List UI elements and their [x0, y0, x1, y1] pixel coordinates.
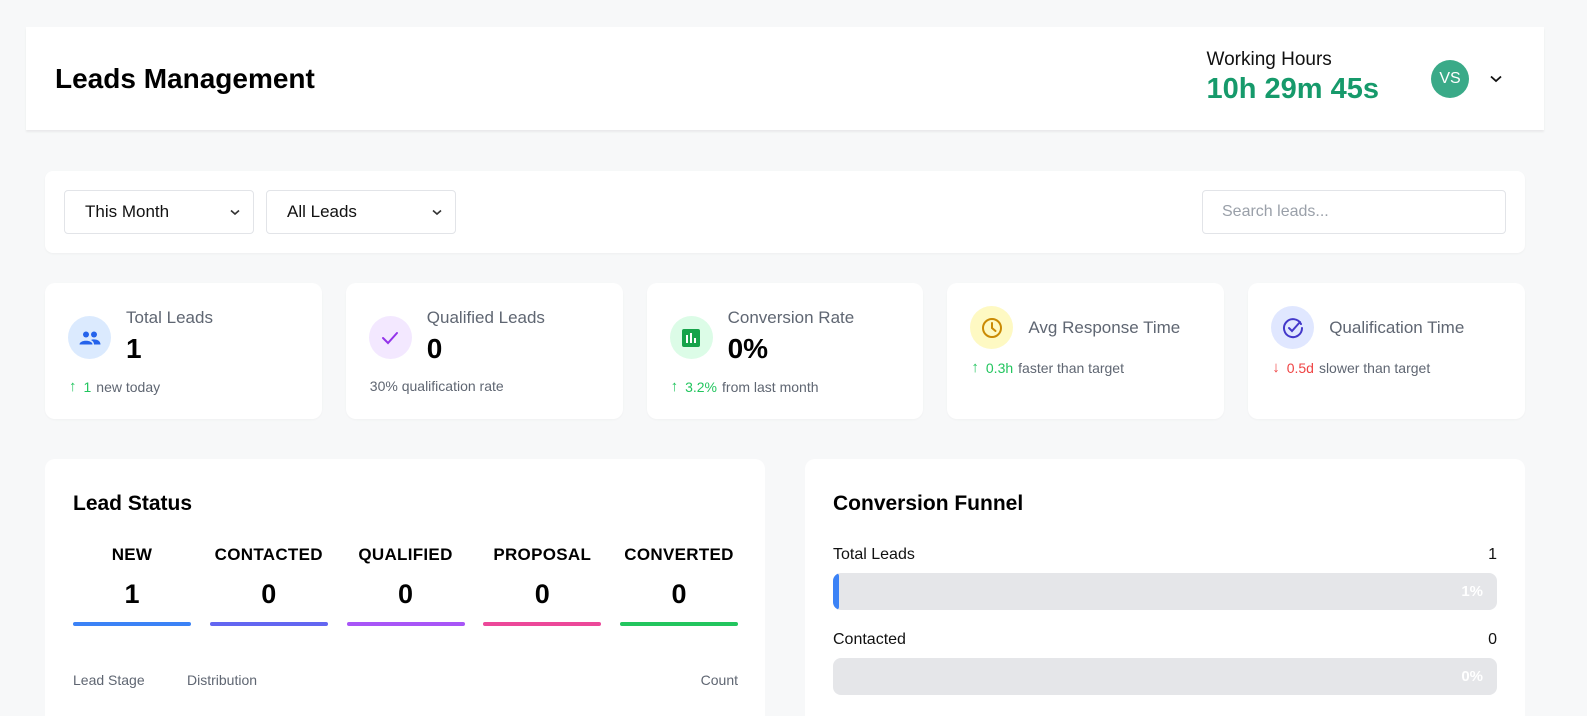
period-select-value: This Month [85, 202, 170, 221]
stat-foot-text: from last month [722, 378, 819, 395]
stat-card-qualified-leads: Qualified Leads 0 30% qualification rate [345, 283, 623, 419]
funnel-fill [833, 573, 839, 610]
period-select[interactable]: This Month [64, 190, 254, 234]
status-count: 0 [261, 579, 277, 609]
stat-card-total-leads: Total Leads 1 ↑ 1 new today [45, 283, 322, 419]
stat-foot-text: faster than target [1018, 359, 1124, 376]
stat-foot-text: 30% qualification rate [369, 378, 504, 394]
working-hours-label: Working Hours [1206, 49, 1332, 70]
status-bar [346, 622, 465, 626]
lead-filter-value: All Leads [287, 202, 357, 221]
stat-foot-text: new today [96, 378, 161, 395]
column-header-count[interactable]: Count [700, 672, 738, 688]
bar-chart-icon [669, 316, 713, 359]
status-count: 0 [671, 579, 687, 609]
chevron-down-icon [230, 209, 240, 215]
header-right: Working Hours 10h 29m 45s VS [1206, 49, 1515, 106]
chevron-down-icon [432, 209, 442, 215]
clock-icon [970, 306, 1014, 349]
status-new[interactable]: NEW 1 [73, 545, 191, 626]
stat-delta: 1 [83, 378, 92, 395]
lead-status-panel: Lead Status NEW 1 CONTACTED 0 QUALIFIED … [45, 459, 765, 716]
status-row: NEW 1 CONTACTED 0 QUALIFIED 0 PROPOSAL 0… [73, 545, 738, 626]
funnel-count: 1 [1488, 546, 1497, 563]
arrow-up-icon: ↑ [69, 378, 77, 395]
check-icon [368, 316, 412, 359]
funnel-item-contacted: Contacted 0 0% [833, 631, 1497, 695]
stat-delta: 3.2% [685, 378, 718, 395]
stat-foot-text: slower than target [1318, 359, 1431, 376]
stat-footnote: ↑ 3.2% from last month [671, 378, 819, 395]
lead-status-title: Lead Status [73, 492, 193, 515]
status-name: NEW [111, 545, 153, 564]
status-count: 0 [397, 579, 414, 609]
working-hours: Working Hours 10h 29m 45s [1206, 49, 1379, 106]
conversion-funnel-panel: Conversion Funnel Total Leads 1 1% Conta… [805, 459, 1525, 716]
status-name: QUALIFIED [358, 545, 453, 564]
stat-footnote: ↓ 0.5d slower than target [1272, 359, 1430, 376]
stat-delta: 0.5d [1286, 359, 1314, 376]
status-count: 1 [124, 579, 140, 609]
stat-value: 0% [727, 333, 769, 364]
stat-delta: 0.3h [985, 359, 1014, 376]
search-input[interactable] [1202, 190, 1506, 234]
stat-label: Qualification Time [1329, 318, 1465, 337]
stat-footnote: 30% qualification rate [370, 378, 504, 394]
status-bar [209, 622, 328, 626]
stats-cards: Total Leads 1 ↑ 1 new today Qualified Le… [45, 283, 1525, 419]
user-menu-chevron-icon[interactable] [1489, 72, 1503, 86]
stat-label: Avg Response Time [1028, 318, 1181, 337]
page-title: Leads Management [55, 62, 315, 94]
status-converted[interactable]: CONVERTED 0 [620, 545, 738, 626]
stat-card-qualification-time: Qualification Time ↓ 0.5d slower than ta… [1248, 283, 1525, 419]
funnel-label: Contacted [833, 631, 906, 648]
funnel-percent: 0% [1461, 668, 1483, 685]
check-circle-icon [1271, 306, 1315, 349]
column-header-distribution[interactable]: Distribution [187, 672, 258, 688]
stat-card-conversion-rate: Conversion Rate 0% ↑ 3.2% from last mont… [646, 283, 924, 419]
stat-label: Conversion Rate [727, 308, 855, 327]
lead-filter-select[interactable]: All Leads [266, 190, 456, 234]
avatar[interactable]: VS [1431, 59, 1469, 98]
status-contacted[interactable]: CONTACTED 0 [209, 545, 328, 626]
status-bar [483, 622, 602, 626]
funnel-percent: 1% [1461, 583, 1483, 600]
funnel-count: 0 [1488, 631, 1497, 648]
page-header: Leads Management Working Hours 10h 29m 4… [26, 27, 1544, 130]
working-hours-value: 10h 29m 45s [1206, 73, 1379, 105]
status-name: CONTACTED [214, 545, 323, 564]
status-qualified[interactable]: QUALIFIED 0 [346, 545, 465, 626]
conversion-funnel-title: Conversion Funnel [833, 492, 1024, 515]
stat-value: 0 [426, 333, 443, 364]
stat-value: 1 [126, 333, 142, 364]
status-proposal[interactable]: PROPOSAL 0 [483, 545, 602, 626]
filter-bar: This Month All Leads [45, 171, 1525, 253]
status-bar [620, 622, 738, 626]
users-icon [68, 316, 111, 359]
stat-label: Qualified Leads [426, 308, 545, 327]
status-count: 0 [534, 579, 550, 609]
status-name: CONVERTED [624, 545, 734, 564]
stat-footnote: ↑ 1 new today [69, 378, 160, 395]
status-bar [73, 622, 191, 626]
arrow-up-icon: ↑ [670, 378, 679, 395]
arrow-up-icon: ↑ [971, 359, 979, 376]
stat-footnote: ↑ 0.3h faster than target [971, 359, 1124, 376]
funnel-item-total-leads: Total Leads 1 1% [833, 546, 1497, 610]
funnel-label: Total Leads [833, 546, 915, 563]
stat-label: Total Leads [126, 308, 213, 327]
column-header-lead-stage[interactable]: Lead Stage [73, 672, 145, 688]
stat-card-avg-response-time: Avg Response Time ↑ 0.3h faster than tar… [947, 283, 1225, 419]
funnel-progress-bar: 1% [833, 573, 1497, 610]
funnel-progress-bar: 0% [833, 658, 1497, 695]
status-name: PROPOSAL [493, 545, 592, 564]
arrow-down-icon: ↓ [1272, 359, 1280, 376]
